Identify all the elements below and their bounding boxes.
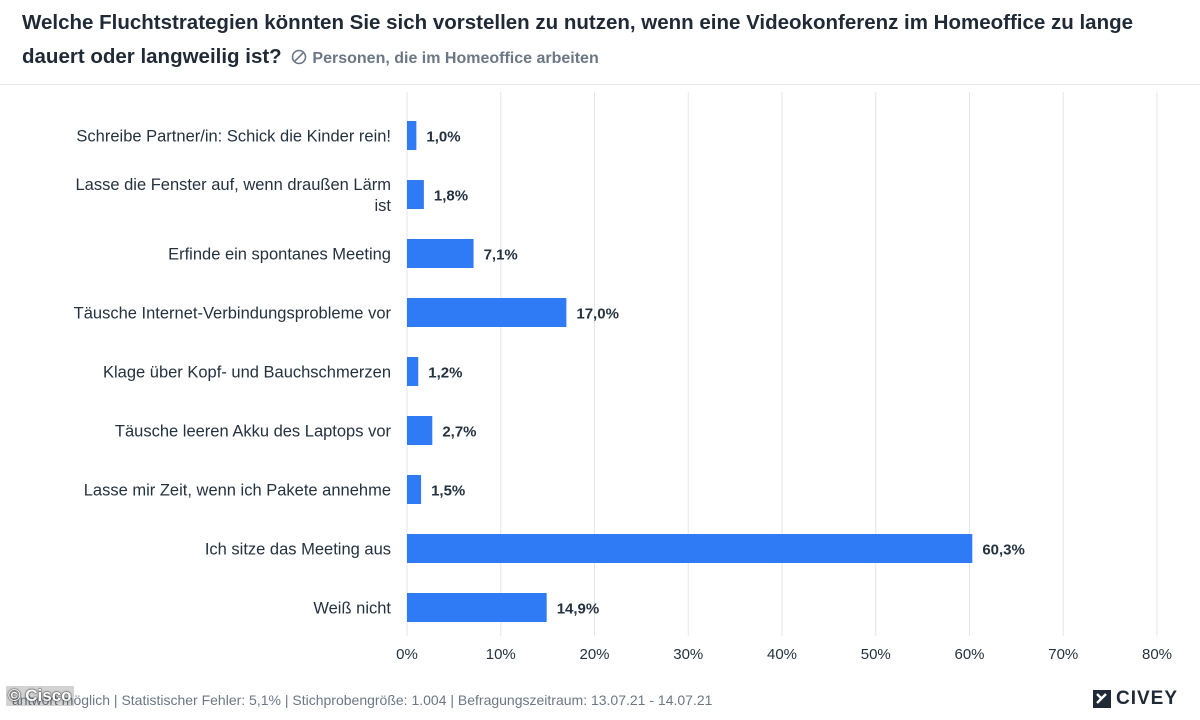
bar-5	[407, 416, 433, 445]
category-label: Lasse mir Zeit, wenn ich Pakete annehme	[84, 482, 391, 500]
x-tick-label: 80%	[1142, 646, 1172, 663]
value-label: 7,1%	[484, 247, 518, 264]
x-tick-label: 10%	[486, 646, 516, 663]
x-tick-label: 0%	[396, 646, 418, 663]
category-label: Klage über Kopf- und Bauchschmerzen	[103, 364, 391, 382]
value-label: 60,3%	[982, 542, 1025, 559]
brand-logo: CIVEY	[1092, 688, 1178, 710]
value-label: 2,7%	[442, 424, 476, 441]
category-label: Täusche Internet-Verbindungsprobleme vor	[74, 305, 392, 323]
category-label: Ich sitze das Meeting aus	[205, 541, 391, 559]
x-tick-label: 60%	[954, 646, 984, 663]
category-label: Täusche leeren Akku des Laptops vor	[115, 423, 392, 441]
footer-note: antwort möglich | Statistischer Fehler: …	[12, 692, 713, 708]
x-tick-label: 20%	[579, 646, 609, 663]
value-label: 17,0%	[576, 306, 619, 323]
copyright-watermark: © Cisco	[6, 686, 74, 706]
subtitle-text: Personen, die im Homeoffice arbeiten	[312, 50, 599, 67]
brand-text: CIVEY	[1115, 688, 1178, 709]
value-label: 1,8%	[434, 188, 468, 205]
value-label: 1,0%	[426, 129, 460, 146]
subtitle: Personen, die im Homeoffice arbeiten	[287, 49, 599, 67]
value-label: 1,5%	[431, 483, 465, 500]
bar-7	[407, 534, 973, 563]
category-label: Lasse die Fenster auf, wenn draußen Lärm…	[75, 176, 391, 215]
value-label: 1,2%	[428, 365, 462, 382]
category-label: Erfinde ein spontanes Meeting	[168, 246, 391, 264]
bar-3	[407, 298, 567, 327]
bar-chart: 0% 10% 20% 30% 40% 50% 60% 70% 80% Schreibe Partn…	[74, 92, 1172, 663]
header-divider	[0, 84, 1200, 85]
bar-2	[407, 239, 474, 268]
bar-8	[407, 593, 547, 622]
x-tick-label: 50%	[861, 646, 891, 663]
bar-0	[407, 121, 417, 150]
category-label: Weiß nicht	[313, 600, 391, 618]
bar-1	[407, 180, 424, 209]
chart-title: Welche Fluchtstrategien könnten Sie sich…	[22, 6, 1187, 76]
title-text: Welche Fluchtstrategien könnten Sie sich…	[22, 11, 1134, 68]
x-tick-label: 40%	[767, 646, 797, 663]
info-circle-icon	[292, 49, 307, 65]
x-tick-label: 70%	[1048, 646, 1078, 663]
value-label: 14,9%	[557, 601, 600, 618]
bar-6	[407, 475, 422, 504]
x-tick-label: 30%	[673, 646, 703, 663]
bar-4	[407, 357, 419, 386]
category-label: Schreibe Partner/in: Schick die Kinder r…	[76, 128, 391, 146]
civey-logo-icon	[1092, 690, 1111, 708]
